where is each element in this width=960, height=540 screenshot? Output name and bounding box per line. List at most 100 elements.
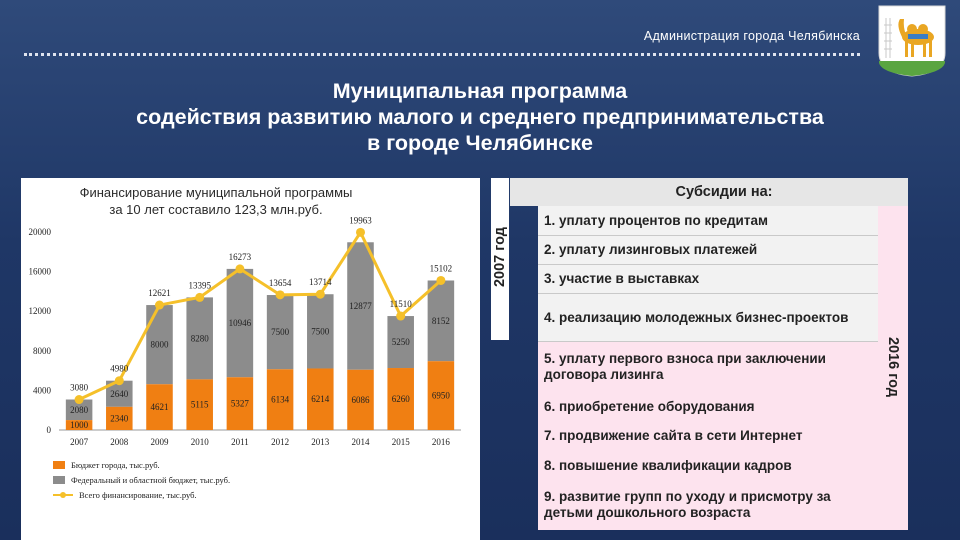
x-tick-label: 2015 (392, 437, 411, 447)
year-2007-tab: 2007 год (491, 178, 509, 340)
bar-label-city: 2340 (110, 413, 129, 423)
bar-label-federal: 10946 (229, 318, 252, 328)
page-title: Муниципальная программа содействия разви… (40, 78, 920, 156)
bar-label-city: 1000 (70, 420, 89, 430)
bar-federal (427, 280, 455, 362)
total-point (436, 275, 446, 285)
bar-city (106, 406, 133, 430)
total-label: 13395 (188, 280, 211, 290)
bar-label-federal: 7500 (271, 327, 290, 337)
x-tick-label: 2012 (271, 437, 289, 447)
bar-label-city: 6260 (392, 394, 411, 404)
bar-label-federal: 2080 (70, 405, 89, 415)
bar-federal (266, 295, 294, 370)
bar-label-city: 4621 (151, 402, 169, 412)
subsidy-item-7: 7. продвижение сайта в сети Интернет (538, 421, 878, 451)
bar-city (65, 420, 93, 430)
bar-label-federal: 8152 (432, 316, 450, 326)
bar-city (226, 377, 254, 430)
legend-label-total: Всего финансирование, тыс.руб. (79, 489, 197, 500)
bar-label-federal: 7500 (311, 326, 330, 336)
total-point (235, 264, 245, 274)
x-tick-label: 2008 (110, 437, 129, 447)
camel-icon (898, 19, 934, 57)
bar-city (387, 368, 414, 430)
financing-chart: 0 4000 8000 12000 16000 20000 1000 2080 2007 2340… (29, 215, 461, 447)
bar-city (186, 379, 213, 430)
bar-city (427, 361, 455, 430)
bar-label-city: 5327 (231, 399, 250, 409)
bar-city (266, 369, 294, 430)
x-tick-label: 2007 (70, 437, 89, 447)
subsidy-item-8: 8. повышение квалификации кадров (538, 451, 878, 480)
total-point (275, 290, 285, 300)
legend-swatch-total (53, 491, 73, 498)
wall-icon (884, 18, 892, 58)
x-tick-label: 2010 (191, 437, 210, 447)
legend-label-city: Бюджет города, тыс.руб. (71, 459, 160, 470)
y-tick-label: 8000 (33, 346, 52, 356)
y-tick-label: 12000 (29, 306, 52, 316)
total-line (78, 229, 442, 401)
bar-federal (226, 268, 254, 378)
title-line-1: Муниципальная программа (332, 79, 628, 103)
title-line-3: в городе Челябинске (367, 131, 593, 155)
y-tick-label: 0 (47, 425, 52, 435)
chart-title-line-2: за 10 лет составило 123,3 млн.руб. (109, 202, 323, 217)
x-tick-label: 2013 (311, 437, 330, 447)
subsidy-item-1: 1. уплату процентов по кредитам (538, 206, 878, 236)
bar-label-federal: 2640 (110, 389, 129, 399)
bar-federal (146, 305, 173, 385)
subsidy-item-4: 4. реализацию молодежных бизнес-проектов (538, 294, 878, 342)
total-label: 19963 (349, 215, 372, 225)
bar-label-federal: 8000 (151, 340, 170, 350)
total-point (114, 376, 124, 386)
administration-label: Администрация города Челябинска (643, 29, 860, 43)
total-label: 16273 (229, 252, 252, 262)
total-point (396, 311, 406, 321)
subsidy-item-3: 3. участие в выставках (538, 265, 878, 294)
total-label: 13654 (269, 278, 292, 288)
total-label: 11510 (390, 299, 413, 309)
total-label: 12621 (148, 288, 171, 298)
total-point (315, 289, 325, 299)
year-2016-tab: 2016 год (878, 206, 908, 530)
subsidy-item-9: 9. развитие групп по уходу и присмотру з… (538, 480, 878, 530)
total-point (356, 227, 365, 237)
total-point (74, 395, 84, 405)
subsidy-item-6: 6. приобретение оборудования (538, 392, 878, 421)
year-2016-label: 2016 год (885, 336, 901, 397)
subsidy-item-2: 2. уплату лизинговых платежей (538, 236, 878, 265)
subsidy-item-5: 5. уплату первого взноса при заключении … (538, 342, 878, 392)
legend-swatch-city (53, 460, 65, 469)
bar-label-federal: 12877 (349, 301, 372, 311)
legend-swatch-federal (53, 475, 65, 484)
y-tick-label: 4000 (33, 385, 52, 395)
bar-label-city: 5115 (191, 400, 209, 410)
bar-label-federal: 8280 (191, 333, 210, 343)
bar-label-city: 6950 (432, 391, 451, 401)
bar-federal (387, 316, 414, 369)
total-point (155, 300, 164, 310)
chart-legend: Бюджет города, тыс.руб. Федеральный и об… (53, 457, 230, 502)
x-tick-label: 2009 (151, 437, 170, 447)
bar-federal (186, 297, 213, 380)
chart-title-line-1: Финансирование муниципальной программы (79, 185, 353, 200)
legend-item-city: Бюджет города, тыс.руб. (53, 457, 230, 472)
total-label: 15102 (430, 263, 453, 273)
bar-city (307, 368, 334, 430)
bar-federal (347, 242, 374, 370)
x-tick-label: 2011 (231, 437, 249, 447)
legend-item-total: Всего финансирование, тыс.руб. (53, 487, 230, 502)
chart-title: Финансирование муниципальной программы з… (66, 184, 366, 218)
bar-city (347, 369, 374, 430)
y-tick-label: 16000 (29, 267, 52, 277)
x-tick-label: 2014 (352, 437, 371, 447)
bar-federal (307, 294, 334, 369)
bar-federal (65, 399, 93, 421)
title-line-2: содействия развитию малого и среднего пр… (136, 105, 824, 129)
legend-label-federal: Федеральный и областной бюджет, тыс.руб. (71, 474, 231, 485)
bar-label-city: 6086 (352, 395, 371, 405)
total-label: 13714 (309, 277, 332, 287)
header-dotted-divider (24, 53, 860, 56)
